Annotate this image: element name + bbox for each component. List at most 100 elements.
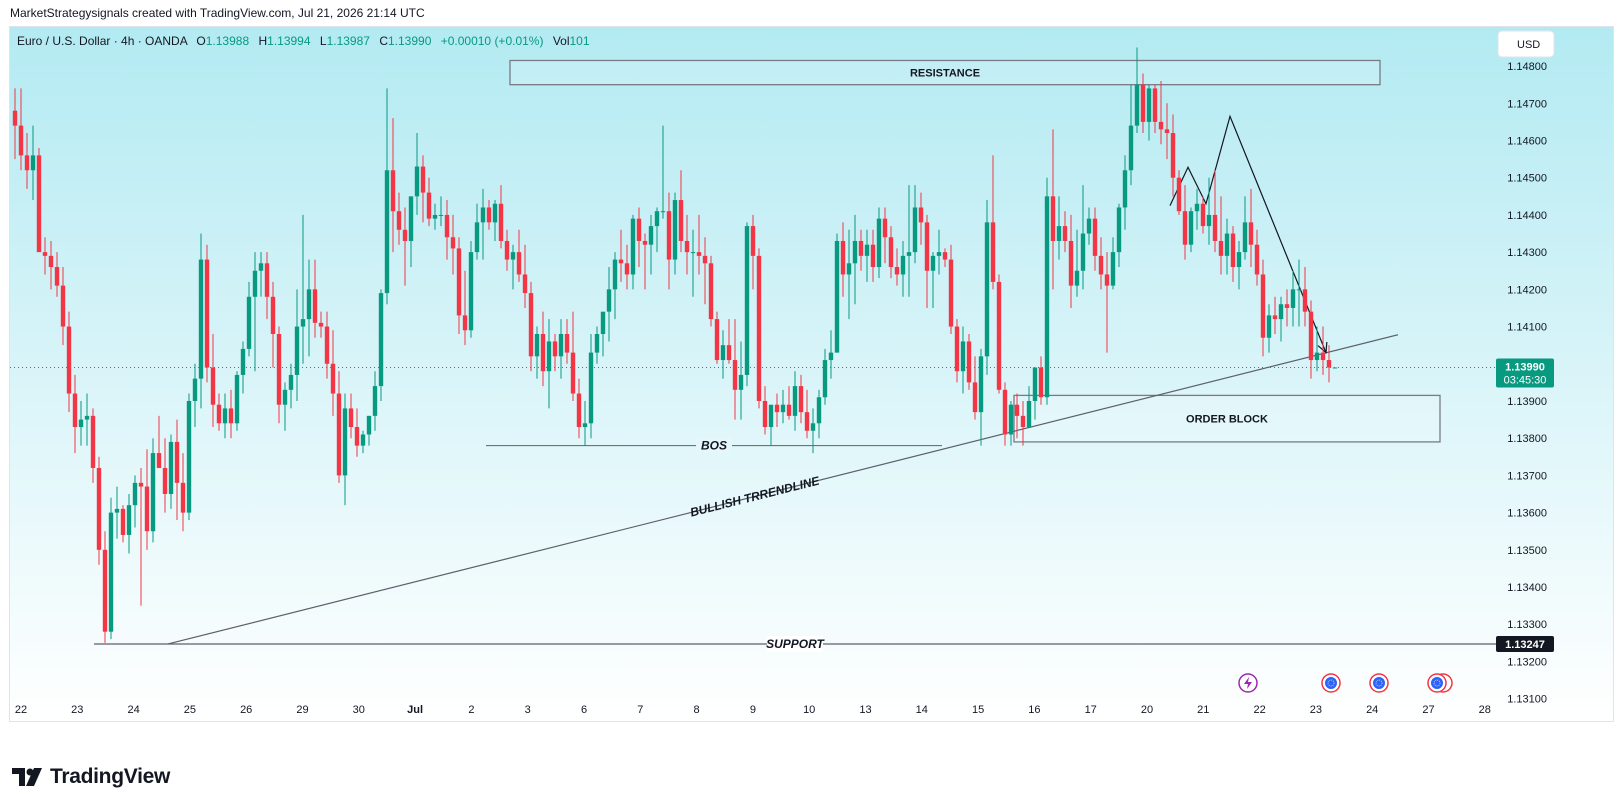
time-tick-label: 22 <box>1253 704 1265 716</box>
candle <box>654 207 660 253</box>
candle-body <box>618 259 624 264</box>
candle <box>948 244 954 334</box>
candle-body <box>1260 274 1266 338</box>
candle <box>516 229 522 282</box>
time-tick-label: 26 <box>240 704 252 716</box>
candle <box>1224 218 1230 275</box>
volume-value: 101 <box>570 34 590 48</box>
candle-body <box>228 408 234 424</box>
candle <box>78 400 84 446</box>
candle <box>276 326 282 424</box>
candle <box>1302 267 1308 327</box>
candle-body <box>930 255 936 271</box>
candle-body <box>78 419 84 428</box>
candle-body <box>72 393 78 428</box>
candle <box>954 319 960 383</box>
economic-event-icon[interactable] <box>1321 673 1341 693</box>
candle <box>366 415 372 446</box>
candle <box>540 311 546 387</box>
candle-body <box>402 229 408 241</box>
candle <box>228 389 234 439</box>
high-value: 1.13994 <box>267 34 311 48</box>
candle <box>318 311 324 338</box>
candle-body <box>1200 203 1206 227</box>
candle <box>1038 356 1044 405</box>
candle-body <box>1068 240 1074 286</box>
candle-body <box>1098 255 1104 275</box>
candle <box>330 330 336 416</box>
candle <box>792 371 798 431</box>
candle-body <box>1080 233 1086 271</box>
time-tick-label: Jul <box>407 704 423 716</box>
candle <box>144 449 150 550</box>
candle-body <box>90 415 96 468</box>
candle <box>1194 188 1200 230</box>
price-tick-label: 1.14700 <box>1507 98 1547 110</box>
candle-body <box>1332 367 1338 369</box>
candle-body <box>1236 252 1242 268</box>
candle-body <box>984 222 990 357</box>
candle-body <box>306 289 312 320</box>
economic-event-icon[interactable] <box>1369 673 1389 693</box>
tradingview-logo[interactable]: TradingView <box>12 764 170 790</box>
time-tick-label: 20 <box>1141 704 1153 716</box>
candle-body <box>186 400 192 513</box>
candle-body <box>1284 304 1290 308</box>
candle <box>126 494 132 554</box>
candle-body <box>180 482 186 513</box>
candle-body <box>1014 404 1020 416</box>
candle <box>390 118 396 253</box>
price-tick-label: 1.14400 <box>1507 210 1547 222</box>
candle-body <box>558 333 564 357</box>
candle-body <box>954 326 960 372</box>
price-axis[interactable]: 1.14800 1.14700 1.14600 1.14500 1.14400 1.143… <box>1496 61 1554 706</box>
candle-body <box>192 378 198 401</box>
candle <box>150 438 156 543</box>
candle-body <box>1074 270 1080 286</box>
candle <box>1176 170 1182 215</box>
candle-body <box>354 427 360 446</box>
time-tick-label: 24 <box>127 704 139 716</box>
current-price-badge[interactable] <box>1496 358 1554 388</box>
order-block-zone[interactable] <box>1013 394 1441 443</box>
bullish-trendline[interactable] <box>167 334 1399 645</box>
candle-body <box>456 248 462 316</box>
support-price-badge[interactable] <box>1496 635 1554 652</box>
chart-frame[interactable]: RESISTANCE ORDER BLOCK BULLISH TRRENDLINE B… <box>9 26 1614 722</box>
currency-button[interactable]: USD <box>1497 30 1555 58</box>
candle-body <box>264 263 270 297</box>
candle-body <box>978 356 984 413</box>
candle-body <box>924 222 930 271</box>
resistance-zone[interactable] <box>509 59 1381 86</box>
candle <box>384 88 390 305</box>
earnings-bolt-icon[interactable] <box>1238 673 1258 693</box>
candle-body <box>294 326 300 375</box>
candle <box>1248 188 1254 268</box>
candle <box>678 170 684 253</box>
candle-body <box>300 319 306 327</box>
candle-body <box>342 408 348 476</box>
low-value: 1.13987 <box>327 34 371 48</box>
projection-path[interactable] <box>1169 114 1326 352</box>
candle <box>834 233 840 353</box>
candle <box>474 203 480 260</box>
candle <box>1104 252 1110 353</box>
candle <box>282 382 288 431</box>
economic-event-group-icon[interactable] <box>1427 673 1453 693</box>
candle <box>498 185 504 249</box>
candle <box>1188 207 1194 253</box>
candle-body <box>744 226 750 375</box>
candle-body <box>810 423 816 431</box>
candle-body <box>204 259 210 368</box>
candle <box>30 125 36 201</box>
candle <box>888 226 894 279</box>
time-axis[interactable]: 22 23 24 25 26 29 30 Jul 2 3 6 7 8 9 10 13 14 15 16 17 20 21 2… <box>15 704 1491 716</box>
candle <box>552 333 558 372</box>
candle-body <box>948 259 954 327</box>
resistance-label: RESISTANCE <box>910 68 980 80</box>
candle-body <box>720 345 726 361</box>
candle <box>1254 229 1260 286</box>
candle <box>1230 226 1236 282</box>
close-value: 1.13990 <box>388 34 432 48</box>
